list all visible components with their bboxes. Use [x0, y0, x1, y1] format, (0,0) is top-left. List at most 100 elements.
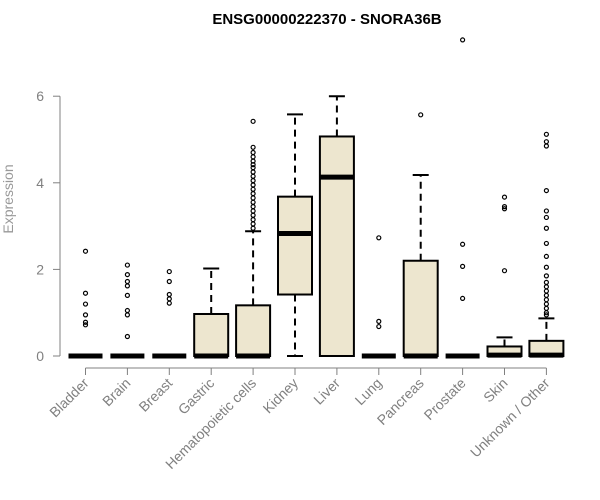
x-tick-label: Lung: [352, 375, 385, 408]
x-tick-label: Bladder: [46, 375, 92, 421]
outlier-point: [250, 173, 256, 179]
outlier-point: [250, 191, 256, 197]
outlier-point: [250, 178, 256, 184]
outlier-point: [250, 162, 256, 168]
outlier-point: [501, 268, 508, 274]
y-tick-label: 6: [36, 88, 44, 104]
outlier-point: [82, 290, 89, 296]
outlier-point: [460, 241, 466, 247]
outlier-point: [543, 292, 550, 298]
outlier-point: [543, 143, 550, 149]
box-body: [318, 135, 355, 357]
outlier-point: [543, 253, 550, 260]
box-pancreas: [402, 112, 439, 359]
outlier-point: [166, 300, 172, 306]
outlier-point: [250, 217, 256, 223]
outlier-point: [543, 310, 550, 316]
axes: 0 2 4 6: [36, 88, 547, 375]
x-tick-label: Skin: [480, 375, 511, 406]
outlier-point: [376, 323, 382, 330]
outlier-point: [543, 284, 550, 290]
outlier-point: [543, 301, 550, 307]
outlier-point: [250, 212, 256, 218]
box-body: [235, 304, 272, 357]
outlier-point: [250, 186, 256, 192]
outlier-point: [124, 312, 131, 318]
outlier-point: [543, 297, 550, 303]
box-body: [277, 195, 313, 296]
outlier-point: [250, 182, 256, 188]
outlier-point: [124, 271, 131, 278]
outlier-point: [82, 312, 89, 318]
outlier-point: [124, 292, 131, 298]
outlier-point: [543, 288, 550, 294]
outlier-point: [460, 295, 466, 302]
outlier-point: [250, 118, 256, 124]
outlier-point: [82, 319, 89, 325]
outlier-point: [543, 240, 550, 247]
outlier-point: [250, 225, 256, 231]
outlier-point: [543, 312, 550, 318]
outlier-point: [166, 278, 172, 285]
outlier-point: [543, 273, 550, 279]
y-tick-label: 4: [36, 175, 44, 191]
outlier-point: [543, 279, 550, 285]
chart-title: ENSG00000222370 - SNORA36B: [212, 11, 441, 28]
outlier-point: [124, 307, 131, 314]
outlier-point: [418, 112, 424, 118]
box-hematopoietic-cells: [235, 118, 272, 359]
x-tick-label: Kidney: [260, 375, 302, 417]
outlier-point: [250, 149, 256, 156]
y-tick-label: 0: [36, 348, 44, 364]
box-breast: [152, 268, 187, 359]
outlier-point: [501, 204, 508, 210]
box-lung: [361, 235, 396, 359]
box-bladder: [68, 248, 103, 359]
outlier-point: [543, 305, 550, 311]
outlier-point: [250, 195, 256, 201]
outlier-point: [82, 301, 89, 307]
outlier-point: [166, 296, 172, 302]
outlier-point: [543, 264, 550, 270]
y-axis-label: Expression: [0, 164, 16, 233]
outlier-point: [543, 139, 550, 145]
outlier-point: [124, 278, 131, 285]
outlier-point: [250, 199, 256, 205]
outlier-point: [250, 154, 256, 160]
outlier-point: [543, 225, 550, 231]
outlier-point: [543, 187, 550, 194]
box-skin: [486, 194, 523, 358]
x-tick-label: Unknown / Other: [467, 375, 553, 461]
outlier-point: [124, 262, 131, 268]
box-prostate: [445, 37, 480, 359]
box-series: [68, 37, 565, 359]
outlier-point: [250, 204, 256, 210]
outlier-point: [82, 248, 89, 254]
box-body: [402, 259, 439, 357]
outlier-point: [460, 263, 466, 269]
outlier-point: [376, 318, 382, 324]
box-gastric: [193, 267, 230, 359]
outlier-point: [543, 214, 550, 221]
outlier-point: [543, 208, 550, 214]
outlier-point: [124, 283, 131, 289]
x-tick-label: Liver: [310, 375, 343, 408]
x-tick-label: Prostate: [421, 375, 469, 423]
box-body: [193, 312, 230, 357]
outlier-point: [501, 194, 508, 200]
box-brain: [110, 262, 145, 359]
outlier-point: [250, 208, 256, 214]
x-tick-label: Brain: [99, 375, 133, 409]
x-tick-label: Breast: [135, 375, 175, 415]
outlier-point: [543, 131, 550, 137]
y-tick-label: 2: [36, 261, 44, 277]
outlier-point: [82, 322, 89, 328]
outlier-point: [250, 221, 256, 227]
box-kidney: [277, 113, 313, 357]
outlier-point: [376, 235, 382, 241]
outlier-point: [501, 206, 508, 212]
outlier-point: [166, 291, 172, 298]
outlier-point: [250, 169, 256, 175]
